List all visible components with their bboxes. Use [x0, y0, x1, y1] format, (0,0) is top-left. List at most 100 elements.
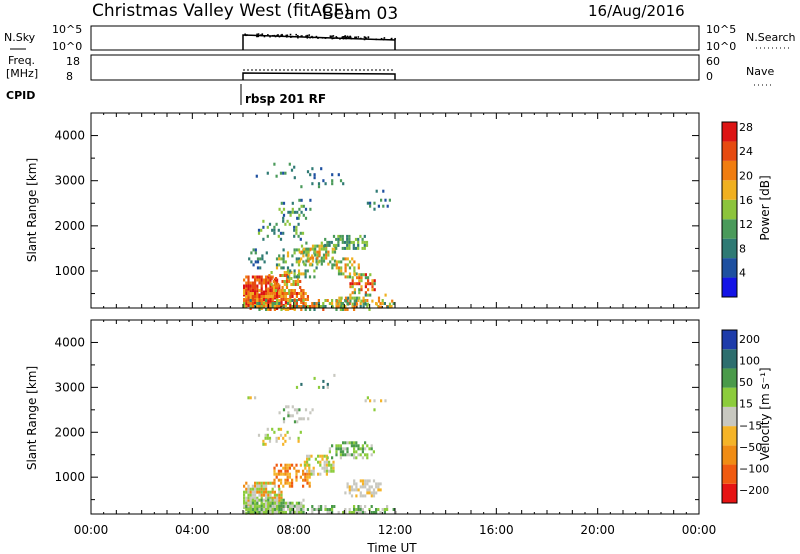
range-gate-cell	[251, 284, 254, 288]
range-gate-cell	[326, 240, 329, 244]
range-gate-cell	[371, 299, 374, 303]
range-gate-cell	[291, 299, 294, 302]
range-gate-cell	[359, 511, 362, 514]
colorbar-segment	[722, 141, 737, 161]
y-tick-label: 3000	[54, 380, 85, 394]
range-gate-cell	[295, 501, 298, 505]
range-gate-cell	[326, 508, 329, 511]
range-gate-cell	[346, 441, 349, 445]
range-gate-cell	[357, 488, 360, 492]
range-gate-cell	[350, 485, 354, 489]
range-gate-cell	[360, 273, 363, 277]
range-gate-cell	[247, 298, 250, 301]
range-gate-cell	[349, 293, 352, 297]
range-gate-cell	[279, 427, 283, 431]
range-gate-cell	[314, 253, 317, 257]
range-gate-cell	[300, 308, 303, 311]
range-gate-cell	[297, 272, 301, 276]
range-gate-cell	[260, 305, 263, 308]
noise-search-point	[339, 38, 341, 40]
cpid-program: rbsp 201 RF	[245, 92, 326, 106]
range-gate-cell	[350, 441, 353, 445]
noise-search-point	[311, 36, 314, 39]
range-gate-cell	[260, 511, 263, 514]
range-gate-cell	[348, 302, 351, 305]
range-gate-cell	[353, 282, 356, 286]
range-gate-cell	[318, 250, 321, 254]
range-gate-cell	[348, 240, 351, 244]
range-gate-cell	[301, 231, 305, 235]
range-gate-cell	[335, 453, 338, 457]
range-gate-cell	[286, 254, 290, 258]
noise-search-point	[263, 35, 266, 38]
colorbar-tick-label: −100	[739, 463, 769, 476]
range-gate-cell	[284, 511, 287, 514]
range-gate-cell	[371, 279, 374, 283]
range-gate-cell	[280, 463, 283, 467]
range-gate-cell	[266, 436, 269, 440]
range-gate-cell	[282, 436, 285, 440]
range-gate-cell	[250, 260, 253, 264]
range-gate-cell	[380, 198, 383, 202]
range-gate-cell	[341, 237, 344, 241]
range-gate-cell	[297, 234, 300, 238]
range-gate-cell	[377, 485, 380, 489]
range-gate-cell	[300, 382, 303, 386]
range-gate-cell	[286, 269, 290, 273]
range-gate-cell	[306, 269, 309, 273]
range-gate-cell	[259, 266, 262, 270]
range-gate-cell	[357, 508, 360, 511]
range-gate-cell	[262, 498, 265, 502]
range-gate-cell	[257, 231, 261, 235]
range-gate-cell	[377, 305, 381, 309]
range-gate-cell	[339, 456, 342, 460]
range-gate-cell	[294, 280, 297, 283]
range-gate-cell	[287, 210, 290, 214]
range-gate-cell	[256, 484, 259, 488]
range-gate-cell	[288, 475, 291, 479]
range-gate-cell	[312, 472, 315, 476]
range-gate-cell	[344, 491, 347, 495]
range-gate-cell	[342, 450, 345, 454]
noise-search-point	[295, 33, 298, 36]
range-gate-cell	[364, 441, 367, 445]
range-gate-cell	[309, 305, 312, 308]
range-gate-cell	[280, 304, 283, 307]
range-gate-cell	[300, 305, 303, 308]
range-gate-cell	[348, 453, 351, 457]
range-gate-cell	[353, 260, 356, 264]
range-gate-cell	[359, 302, 362, 305]
range-gate-cell	[254, 481, 257, 485]
range-gate-cell	[258, 511, 261, 514]
range-gate-cell	[260, 504, 263, 508]
range-gate-cell	[282, 442, 285, 446]
range-gate-cell	[362, 299, 365, 303]
noise-search-point	[269, 35, 271, 38]
range-gate-cell	[281, 292, 284, 295]
range-gate-cell	[369, 201, 372, 205]
range-gate-cell	[288, 472, 291, 476]
range-gate-cell	[326, 243, 329, 247]
range-gate-cell	[322, 302, 325, 305]
range-gate-cell	[304, 305, 307, 308]
range-gate-cell	[284, 481, 287, 485]
range-gate-cell	[335, 450, 338, 454]
range-gate-cell	[255, 174, 258, 178]
range-gate-cell	[286, 475, 289, 479]
range-gate-cell	[340, 296, 343, 300]
range-gate-cell	[306, 472, 309, 476]
y-tick-label: 2000	[54, 219, 85, 233]
range-gate-cell	[271, 295, 274, 298]
range-gate-cell	[353, 479, 356, 483]
range-gate-cell	[288, 292, 291, 295]
range-gate-cell	[258, 278, 261, 282]
range-gate-cell	[291, 201, 294, 205]
noise-search-point	[349, 36, 352, 38]
range-gate-cell	[277, 427, 280, 431]
range-gate-cell	[273, 162, 276, 166]
range-gate-cell	[273, 484, 276, 488]
range-gate-cell	[254, 508, 257, 511]
range-gate-cell	[357, 246, 360, 250]
range-gate-cell	[278, 263, 281, 267]
range-gate-cell	[377, 482, 380, 486]
